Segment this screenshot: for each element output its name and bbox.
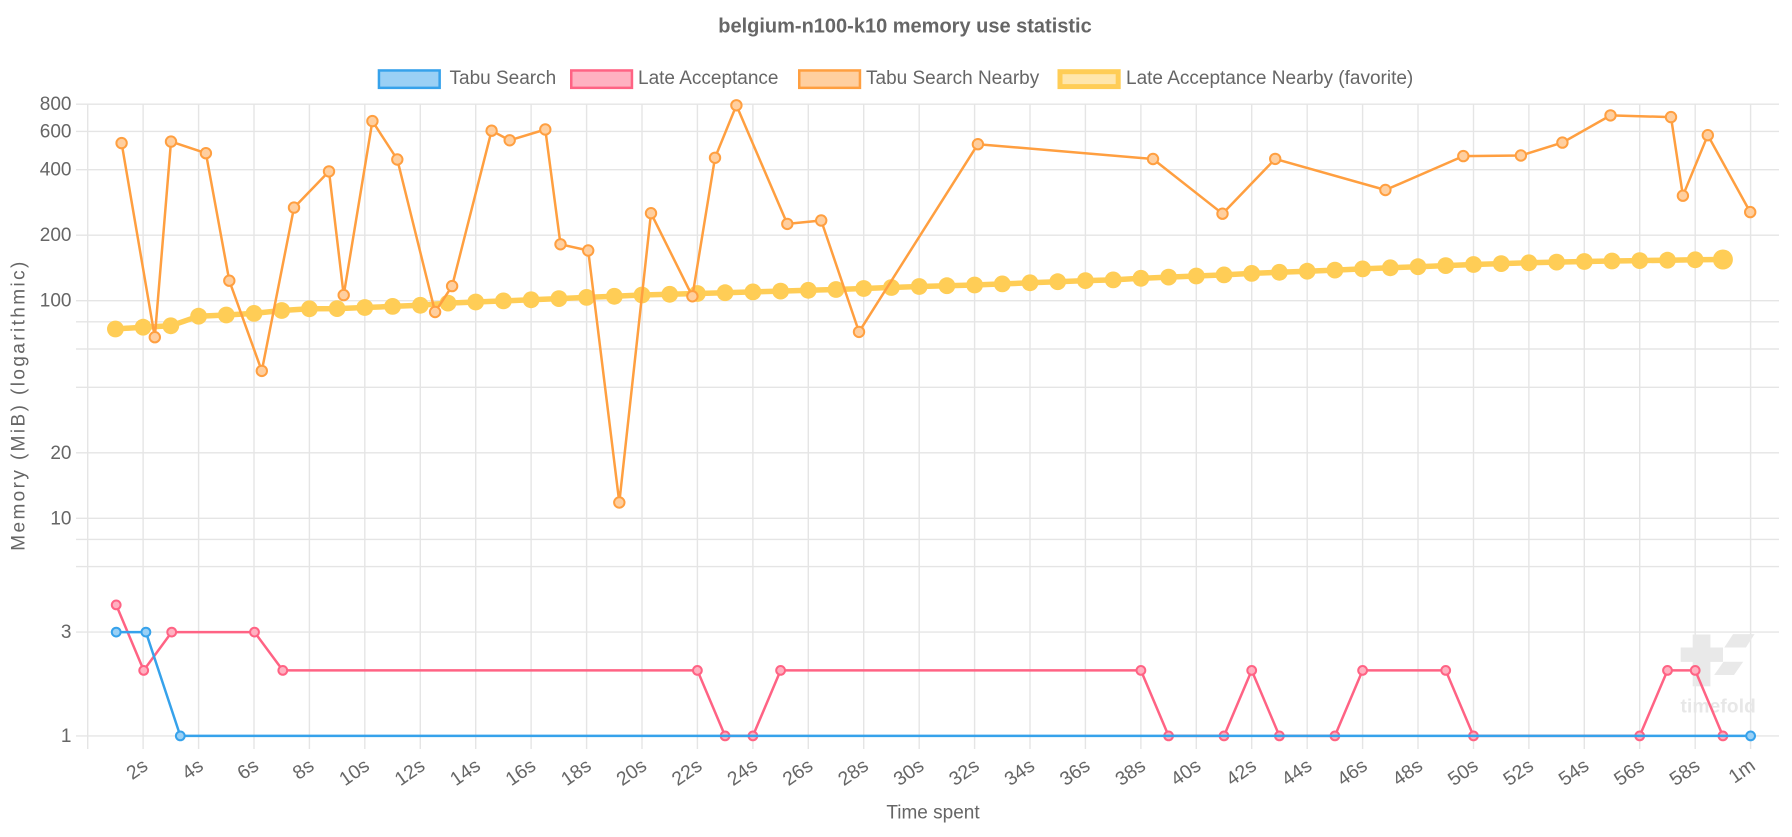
svg-text:Tabu Search: Tabu Search: [450, 68, 557, 89]
svg-text:20: 20: [50, 443, 71, 464]
svg-text:Late Acceptance: Late Acceptance: [638, 68, 779, 89]
svg-text:Tabu Search Nearby: Tabu Search Nearby: [866, 68, 1040, 89]
svg-text:600: 600: [40, 121, 72, 142]
svg-text:Late Acceptance Nearby (favori: Late Acceptance Nearby (favorite): [1126, 68, 1413, 89]
svg-text:1: 1: [61, 726, 72, 747]
svg-text:10: 10: [50, 508, 71, 529]
svg-text:3: 3: [61, 622, 72, 643]
svg-text:800: 800: [40, 94, 72, 115]
svg-text:400: 400: [40, 160, 72, 181]
svg-text:belgium-n100-k10 memory use st: belgium-n100-k10 memory use statistic: [718, 16, 1091, 38]
svg-text:timefold: timefold: [1681, 696, 1757, 717]
svg-text:200: 200: [40, 225, 72, 246]
svg-text:100: 100: [40, 291, 72, 312]
svg-text:Memory (MiB) (logarithmic): Memory (MiB) (logarithmic): [9, 259, 30, 550]
svg-text:Time spent: Time spent: [886, 803, 980, 824]
